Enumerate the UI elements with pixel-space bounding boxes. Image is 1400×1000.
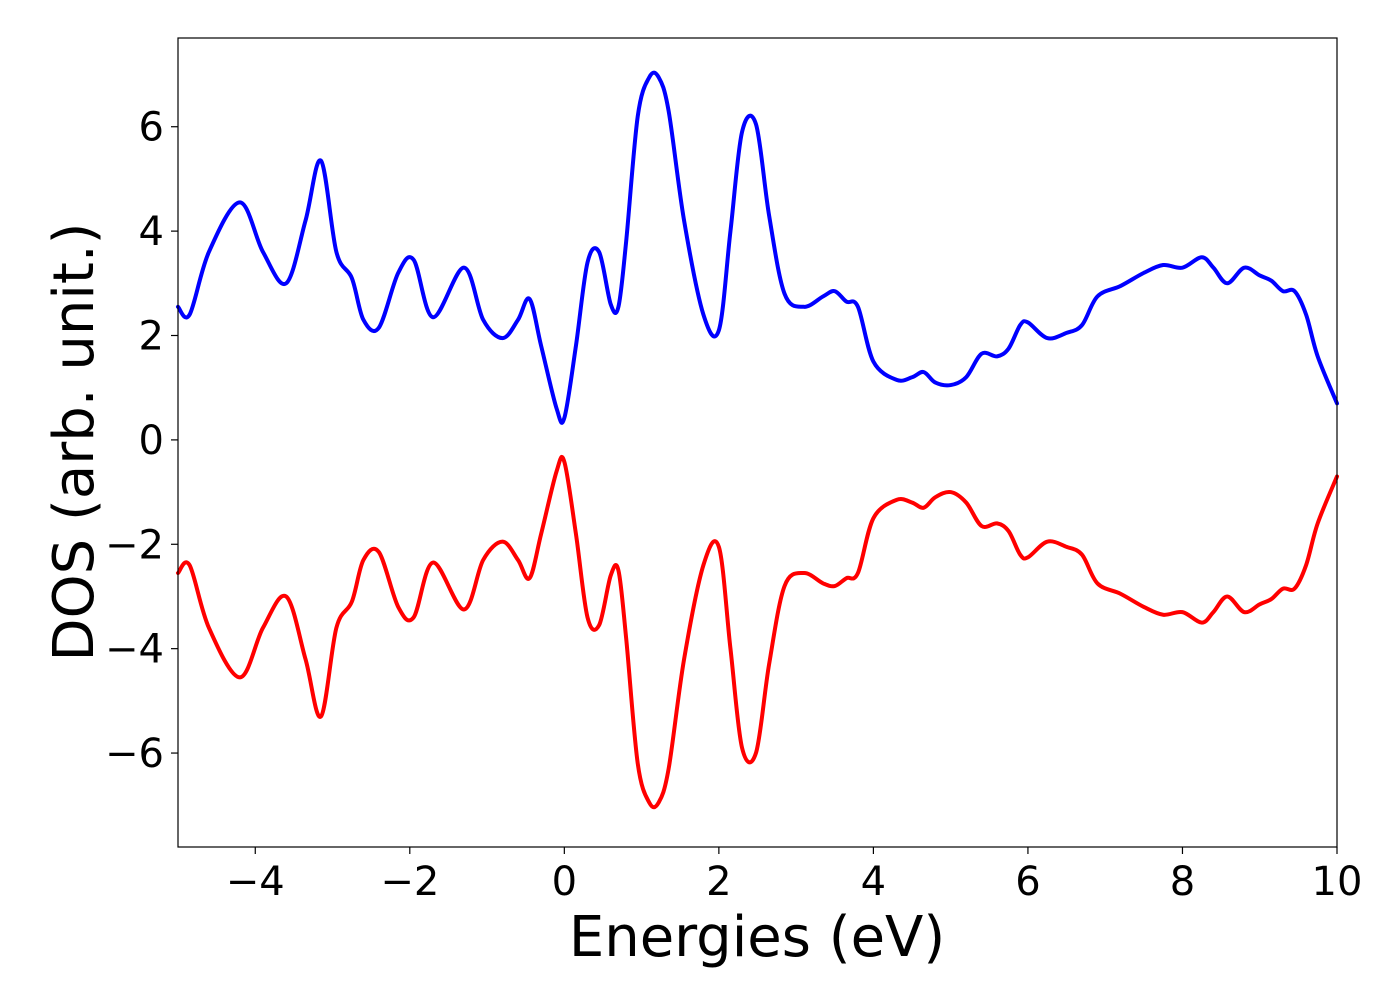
y-tick-label: 0 — [139, 418, 164, 464]
x-tick-label: 4 — [861, 859, 886, 905]
series-line-down — [176, 455, 1339, 810]
x-tick-label: 10 — [1312, 859, 1363, 905]
plot-frame — [177, 37, 1338, 848]
y-tick-label: 2 — [139, 314, 164, 360]
y-tick-label: 6 — [139, 105, 164, 151]
y-axis-title: DOS (arb. unit.) — [42, 222, 107, 661]
y-axis-ticks: −6 −4 −2 0 2 4 6 — [105, 105, 178, 777]
y-tick-label: 4 — [139, 209, 164, 255]
x-tick-label: −2 — [380, 859, 439, 905]
y-tick-label: −6 — [105, 731, 164, 777]
x-axis-title: Energies (eV) — [569, 905, 945, 970]
x-tick-label: 6 — [1015, 859, 1040, 905]
y-tick-label: −4 — [105, 627, 164, 673]
x-axis-ticks: −4 −2 0 2 4 6 8 10 — [226, 847, 1363, 905]
x-tick-label: 0 — [552, 859, 577, 905]
series-layer — [176, 70, 1339, 810]
x-tick-label: −4 — [226, 859, 285, 905]
x-tick-label: 2 — [706, 859, 731, 905]
x-tick-label: 8 — [1170, 859, 1195, 905]
y-tick-label: −2 — [105, 522, 164, 568]
series-line-up — [176, 70, 1339, 425]
